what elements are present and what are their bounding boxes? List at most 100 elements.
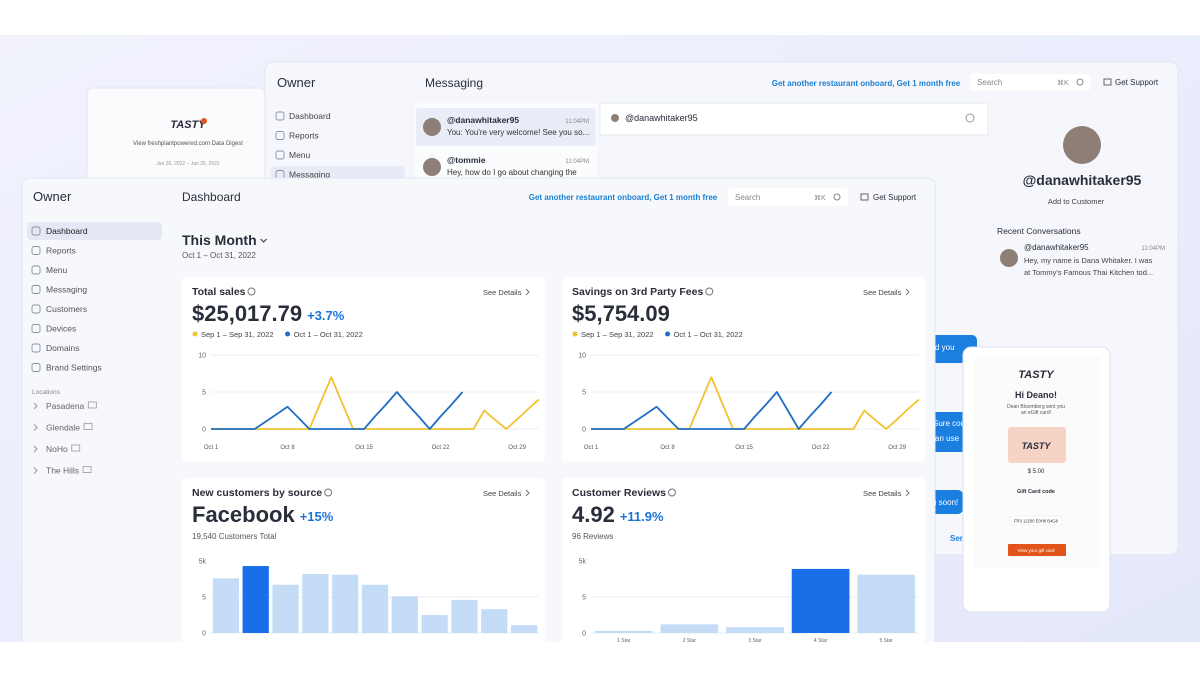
card-title: New customers by source	[192, 487, 322, 499]
device-icon	[82, 466, 92, 473]
y-tick-label: 0	[582, 427, 586, 434]
email-text: an eGift card!	[1021, 410, 1051, 416]
change: +15%	[300, 509, 334, 524]
card-subtitle: 19,540 Customers Total	[192, 532, 277, 541]
bar	[660, 624, 719, 633]
bar	[421, 615, 448, 633]
caret	[33, 445, 38, 453]
search-icon	[1076, 78, 1084, 86]
bar	[272, 584, 299, 633]
conversation-handle[interactable]: @danawhitaker95	[447, 115, 519, 125]
search-input[interactable]: Search	[977, 78, 1002, 87]
nav-item[interactable]: Customers	[46, 304, 87, 314]
line-series	[211, 391, 464, 430]
device-icon	[87, 401, 97, 409]
chat-text: u soon!	[932, 498, 958, 507]
bar	[391, 596, 418, 633]
location-item[interactable]: The Hills	[46, 466, 79, 476]
bar	[302, 573, 329, 633]
nav-item[interactable]: Menu	[46, 265, 68, 275]
bar	[242, 566, 269, 633]
conversation-preview: You: You're very welcome! See you so...	[447, 128, 589, 137]
nav-icon	[31, 246, 41, 255]
bar	[332, 574, 359, 633]
nav-item[interactable]: Menu	[289, 150, 311, 160]
location-item[interactable]: NoHo	[46, 444, 68, 454]
location-item[interactable]: Pasadena	[46, 401, 85, 411]
code-label: Gift Card code	[1017, 489, 1055, 495]
logo-dot	[201, 118, 207, 124]
gift-amount: $ 5.00	[1028, 469, 1045, 475]
see-details[interactable]: See Details	[863, 288, 902, 297]
see-details[interactable]: See Details	[483, 489, 522, 498]
search-icon	[833, 193, 841, 201]
gift-code: FR3 1J200 E0H8 B4G8	[1014, 519, 1059, 524]
promo-link[interactable]: Get another restaurant onboard, Get 1 mo…	[529, 193, 718, 202]
card-title: Customer Reviews	[572, 487, 666, 499]
nav-item[interactable]: Devices	[46, 324, 76, 334]
y-tick-label: 0	[582, 631, 586, 638]
nav-item[interactable]: Reports	[289, 131, 319, 141]
shortcut: ⌘K	[814, 194, 826, 202]
x-tick-label: Oct 22	[812, 445, 830, 451]
x-tick-label: Oct 8	[280, 445, 295, 451]
conversation-time: 11:04PM	[1141, 246, 1165, 252]
bar	[212, 578, 240, 633]
see-details[interactable]: See Details	[483, 288, 522, 297]
info-icon	[324, 488, 333, 497]
card-title: Total sales	[192, 286, 246, 298]
x-tick-label: 2 Star	[683, 638, 697, 644]
search-input[interactable]: Search	[735, 193, 760, 202]
nav-item[interactable]: Dashboard	[289, 111, 331, 121]
conversation-handle[interactable]: @tommie	[447, 155, 486, 165]
email-button-label[interactable]: View your gift card	[1018, 548, 1055, 553]
support-button[interactable]: Get Support	[873, 193, 917, 202]
email-text: Dean Bloomberg sent you	[1007, 404, 1065, 410]
gift-card-logo: TASTY	[1022, 441, 1052, 451]
conversation-time: 11:04PM	[565, 159, 589, 165]
search-box	[728, 188, 848, 206]
headline-value: 4.92	[572, 502, 615, 527]
y-tick-label: 0	[202, 631, 206, 638]
nav-icon	[275, 111, 285, 121]
nav-item[interactable]: Messaging	[289, 170, 330, 180]
bar	[510, 625, 538, 633]
email-greeting: Hi Deano!	[1015, 390, 1057, 400]
period-selector[interactable]: This Month	[182, 232, 257, 248]
nav-item[interactable]: Brand Settings	[46, 363, 102, 373]
search-box	[970, 74, 1090, 91]
see-details[interactable]: See Details	[863, 489, 902, 498]
promo-link[interactable]: Get another restaurant onboard, Get 1 mo…	[772, 79, 961, 88]
chevron	[905, 288, 910, 296]
nav-item[interactable]: Domains	[46, 343, 80, 353]
support-icon	[860, 193, 869, 201]
x-tick-label: Oct 29	[508, 445, 526, 451]
nav-item[interactable]: Reports	[46, 246, 76, 256]
y-axis-label: 5k	[199, 559, 207, 566]
profile-avatar	[1063, 126, 1101, 164]
device-icon	[71, 444, 81, 452]
y-axis-label: 5k	[579, 559, 587, 566]
location-item[interactable]: Glendale	[46, 423, 80, 433]
bottom-margin	[0, 642, 1200, 675]
legend-label: Oct 1 – Oct 31, 2022	[674, 330, 743, 339]
nav-item[interactable]: Dashboard	[46, 226, 88, 236]
device-icon	[83, 423, 93, 430]
nav-item[interactable]: Messaging	[46, 285, 87, 295]
avatar	[423, 118, 441, 136]
x-tick-label: Oct 15	[355, 445, 373, 451]
email-button	[1008, 544, 1066, 556]
thread-avatar	[611, 114, 619, 122]
nav-icon	[31, 363, 41, 372]
nav-icon	[275, 150, 285, 160]
add-customer[interactable]: Add to Customer	[1048, 197, 1105, 206]
y-tick-label: 5	[582, 595, 586, 602]
card-title: Savings on 3rd Party Fees	[572, 286, 703, 298]
chat-text: d you	[935, 343, 955, 352]
profile-handle: @danawhitaker95	[1023, 172, 1142, 188]
legend-dot	[665, 331, 671, 337]
support-button[interactable]: Get Support	[1115, 78, 1159, 87]
nav-icon	[31, 343, 41, 353]
nav-icon	[31, 226, 41, 236]
period-range: Oct 1 – Oct 31, 2022	[182, 251, 256, 260]
